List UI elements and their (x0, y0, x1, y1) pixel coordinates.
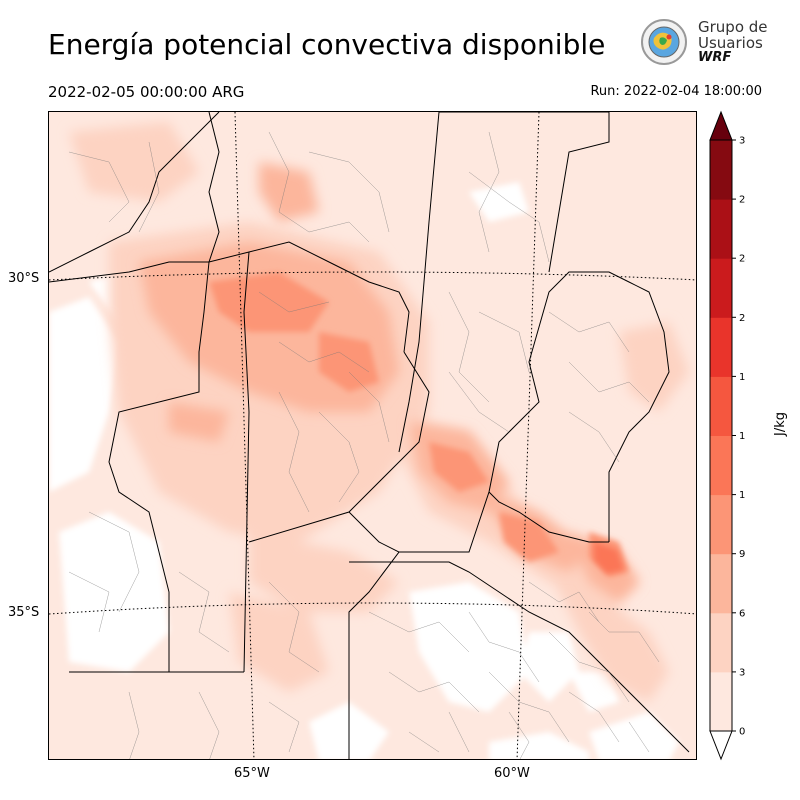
colorbar-tick-label: 300 (739, 667, 746, 678)
colorbar-tick-label: 2700 (739, 195, 746, 206)
map-panel (48, 111, 697, 760)
colorbar-band (710, 553, 732, 614)
map-title: Energía potencial convectiva disponible (48, 28, 606, 61)
colorbar-band (710, 258, 732, 318)
parallel-35s (49, 602, 696, 615)
colorbar-tick-label: 600 (739, 608, 746, 619)
colorbar-band (710, 199, 732, 259)
colorbar-tick-label: 1800 (739, 372, 746, 383)
lon-label-65w: 65°W (234, 766, 270, 781)
colorbar-bands (709, 110, 733, 761)
valid-time-label: 2022-02-05 00:00:00 ARG (48, 83, 245, 101)
country-borders (49, 112, 690, 759)
logo-text-line2: Usuarios (698, 34, 763, 52)
meridian-65w (234, 112, 255, 759)
colorbar-band (710, 612, 732, 673)
province-borders (68, 131, 660, 759)
wrf-logo: Grupo de Usuarios WRF (638, 16, 768, 70)
lon-label-60w: 60°W (494, 766, 530, 781)
colorbar-unit-label: J/kg (773, 412, 788, 436)
logo-text-line1: Grupo de (698, 18, 768, 36)
colorbar-band (710, 376, 732, 436)
cape-1200-1500-regions (594, 542, 624, 574)
meridian-60w (516, 112, 540, 759)
colorbar-tick-label: 900 (739, 549, 746, 560)
colorbar-tick-label: 0 (739, 727, 745, 738)
colorbar-band (710, 435, 732, 496)
lat-label-35s: 35°S (8, 605, 40, 620)
colorbar-band (710, 140, 732, 200)
colorbar: 0 300 600 900 1200 1500 1800 2100 2400 2700 3000 (709, 110, 746, 761)
colorbar-tick-label: 2400 (739, 254, 746, 265)
colorbar-tick-label: 3000 (739, 136, 746, 147)
colorbar-band (710, 671, 732, 732)
graticule (49, 112, 696, 759)
colorbar-extend-high (709, 110, 733, 141)
colorbar-tick-label: 2100 (739, 313, 746, 324)
colorbar-band (710, 494, 732, 555)
colorbar-tick-label: 1200 (739, 490, 746, 501)
colorbar-band (710, 317, 732, 377)
run-time-label: Run: 2022-02-04 18:00:00 (590, 84, 762, 99)
colorbar-extend-low (709, 730, 733, 761)
cape-white-patches (49, 182, 679, 759)
logo-text-line3: WRF (698, 50, 732, 65)
parallel-30s (49, 271, 696, 281)
lat-label-30s: 30°S (8, 271, 40, 286)
colorbar-ticks: 0 300 600 900 1200 1500 1800 2100 2400 2700 3000 (732, 136, 746, 738)
colorbar-tick-label: 1500 (739, 431, 746, 442)
globe-icon (641, 19, 687, 65)
cape-field-map (49, 112, 696, 759)
